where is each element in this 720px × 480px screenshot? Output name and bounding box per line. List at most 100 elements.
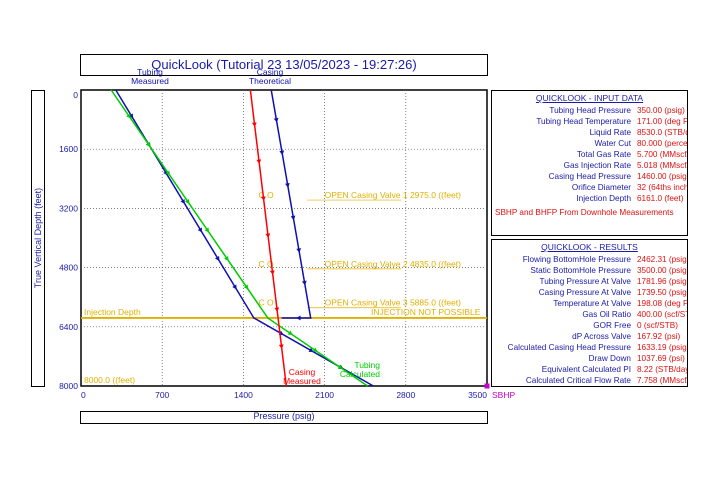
x-axis-box: Pressure (psig): [80, 411, 488, 424]
row-label: Static BottomHole Pressure: [530, 266, 631, 275]
row-label: Tubing Head Pressure: [549, 106, 631, 115]
y-tick-label: 1600: [59, 144, 78, 154]
row-label: Tubing Head Temperature: [536, 117, 631, 126]
injection-depth-label: Injection Depth: [84, 307, 141, 317]
series-arrow-marker: [279, 150, 285, 156]
series-arrow-marker: [224, 255, 229, 261]
row-value: 1739.50 (psig): [637, 288, 688, 297]
series-arrow-marker: [165, 170, 170, 176]
data-row: Equivalent Calculated PI 8.22 (STB/day/ps…: [492, 364, 687, 375]
series-arrow-marker: [128, 113, 134, 119]
row-label: Tubing Pressure At Valve: [539, 277, 631, 286]
input-data-rows: Tubing Head Pressure 350.00 (psig) Tubing …: [492, 105, 687, 204]
series-label: Measured: [131, 76, 169, 86]
row-value: 3500.00 (psig): [637, 266, 688, 275]
series-arrow-marker: [256, 159, 262, 164]
data-row: Calculated Critical Flow Rate 7.758 (MMsc…: [492, 375, 687, 386]
series-arrow-marker: [285, 182, 290, 188]
row-label: Liquid Rate: [589, 128, 631, 137]
data-row: dP Across Valve 167.92 (psi): [492, 331, 687, 342]
row-label: Percentage Of Critical Flow Rate: [512, 386, 631, 387]
series-arrow-marker: [308, 347, 314, 352]
series-label: Casing: [289, 367, 316, 377]
series-arrow-marker: [126, 113, 131, 119]
row-value: 32 (64ths inch): [637, 183, 688, 192]
data-row: Percentage Of Critical Flow Rate 64.68 (p…: [492, 386, 687, 387]
series-arrow-marker: [269, 270, 275, 275]
series-label: Theoretical: [249, 76, 291, 86]
data-row: Draw Down 1037.69 (psi): [492, 353, 687, 364]
data-row: Orifice Diameter 32 (64ths inch): [492, 182, 687, 193]
row-label: Casing Pressure At Valve: [538, 288, 631, 297]
data-row: Casing Head Pressure 1460.00 (psig): [492, 171, 687, 182]
series-arrow-marker: [243, 284, 249, 290]
data-row: Water Cut 80.000 (percent): [492, 138, 687, 149]
valve-label: OPEN Casing Valve 3 5885.0 ((feet): [325, 298, 462, 308]
page-title: QuickLook (Tutorial 23 13/05/2023 - 19:2…: [151, 57, 417, 72]
row-value: 2462.31 (psig): [637, 255, 688, 264]
row-value: 5.700 (MMscf/day): [637, 150, 687, 159]
row-label: Gas Injection Rate: [563, 161, 631, 170]
data-row: Static BottomHole Pressure 3500.00 (psig): [492, 265, 687, 276]
bottom-depth-label: 8000.0 ((feet): [84, 375, 135, 385]
series-arrow-marker: [301, 280, 307, 286]
x-tick-label: 0: [81, 390, 86, 400]
data-row: Liquid Rate 8530.0 (STB/day): [492, 127, 687, 138]
row-value: 5.018 (MMscf/day): [637, 161, 687, 170]
input-data-panel: QUICKLOOK - INPUT DATA Tubing Head Press…: [491, 90, 688, 236]
row-value: 198.08 (deg F): [637, 299, 688, 308]
data-row: Injection Depth 6161.0 (feet): [492, 193, 687, 204]
row-label: Calculated Casing Head Pressure: [507, 343, 631, 352]
row-value: 6161.0 (feet): [637, 194, 684, 203]
series-arrow-marker: [215, 255, 220, 261]
series-label: Casing: [257, 67, 284, 77]
row-label: Draw Down: [588, 354, 631, 363]
data-row: Flowing BottomHole Pressure 2462.31 (psig…: [492, 254, 687, 265]
y-tick-label: 4800: [59, 263, 78, 273]
data-row: Total Gas Rate 5.700 (MMscf/day): [492, 149, 687, 160]
data-row: Gas Injection Rate 5.018 (MMscf/day): [492, 160, 687, 171]
data-row: Gas Oil Ratio 400.00 (scf/STB): [492, 309, 687, 320]
row-value: 400.00 (scf/STB): [637, 310, 687, 319]
valve-label: OPEN Casing Valve 2 4835.0 ((feet): [325, 259, 462, 269]
row-label: Casing Head Pressure: [548, 172, 631, 181]
results-rows: Flowing BottomHole Pressure 2462.31 (psig…: [492, 254, 687, 387]
y-tick-label: 8000: [59, 381, 78, 391]
sbhp-point: [484, 383, 490, 389]
data-row: Tubing Head Temperature 171.00 (deg F): [492, 116, 687, 127]
results-title: QUICKLOOK - RESULTS: [541, 242, 638, 252]
series-arrow-marker: [180, 198, 185, 204]
y-tick-label: 0: [73, 90, 78, 100]
series-arrow-marker: [251, 122, 257, 127]
data-row: Calculated Casing Head Pressure 1633.19 (…: [492, 342, 687, 353]
results-panel: QUICKLOOK - RESULTS Flowing BottomHole P…: [491, 239, 688, 387]
injection-status-label: INJECTION NOT POSSIBLE: [371, 307, 481, 317]
row-value: 7.758 (MMscf/day): [637, 376, 687, 385]
x-tick-label: 3500: [468, 390, 487, 400]
data-row: Temperature At Valve 198.08 (deg F): [492, 298, 687, 309]
data-row: GOR Free 0 (scf/STB): [492, 320, 687, 331]
series-arrow-marker: [204, 227, 210, 233]
series-arrow-marker: [278, 344, 284, 349]
row-value: 1633.19 (psig): [637, 343, 688, 352]
row-label: Orifice Diameter: [571, 183, 631, 192]
series-arrow-marker: [260, 196, 266, 201]
x-axis-label: Pressure (psig): [253, 411, 315, 421]
row-label: Injection Depth: [576, 194, 631, 203]
x-tick-label: 2100: [315, 390, 334, 400]
row-label: Calculated Critical Flow Rate: [525, 376, 631, 385]
valve-marker: C O: [258, 190, 274, 200]
valve-label: OPEN Casing Valve 1 2975.0 ((feet): [325, 190, 462, 200]
series-arrow-marker: [184, 199, 190, 204]
y-tick-label: 6400: [59, 322, 78, 332]
data-row: Casing Pressure At Valve 1739.50 (psig): [492, 287, 687, 298]
row-value: 167.92 (psi): [637, 332, 681, 341]
row-label: Total Gas Rate: [576, 150, 631, 159]
series-arrow-marker: [197, 227, 203, 233]
series-label: Tubing: [137, 67, 163, 77]
series-line: [270, 89, 312, 319]
row-value: 8530.0 (STB/day): [637, 128, 687, 137]
series-arrow-marker: [296, 315, 301, 321]
row-value: 1037.69 (psi): [637, 354, 685, 363]
